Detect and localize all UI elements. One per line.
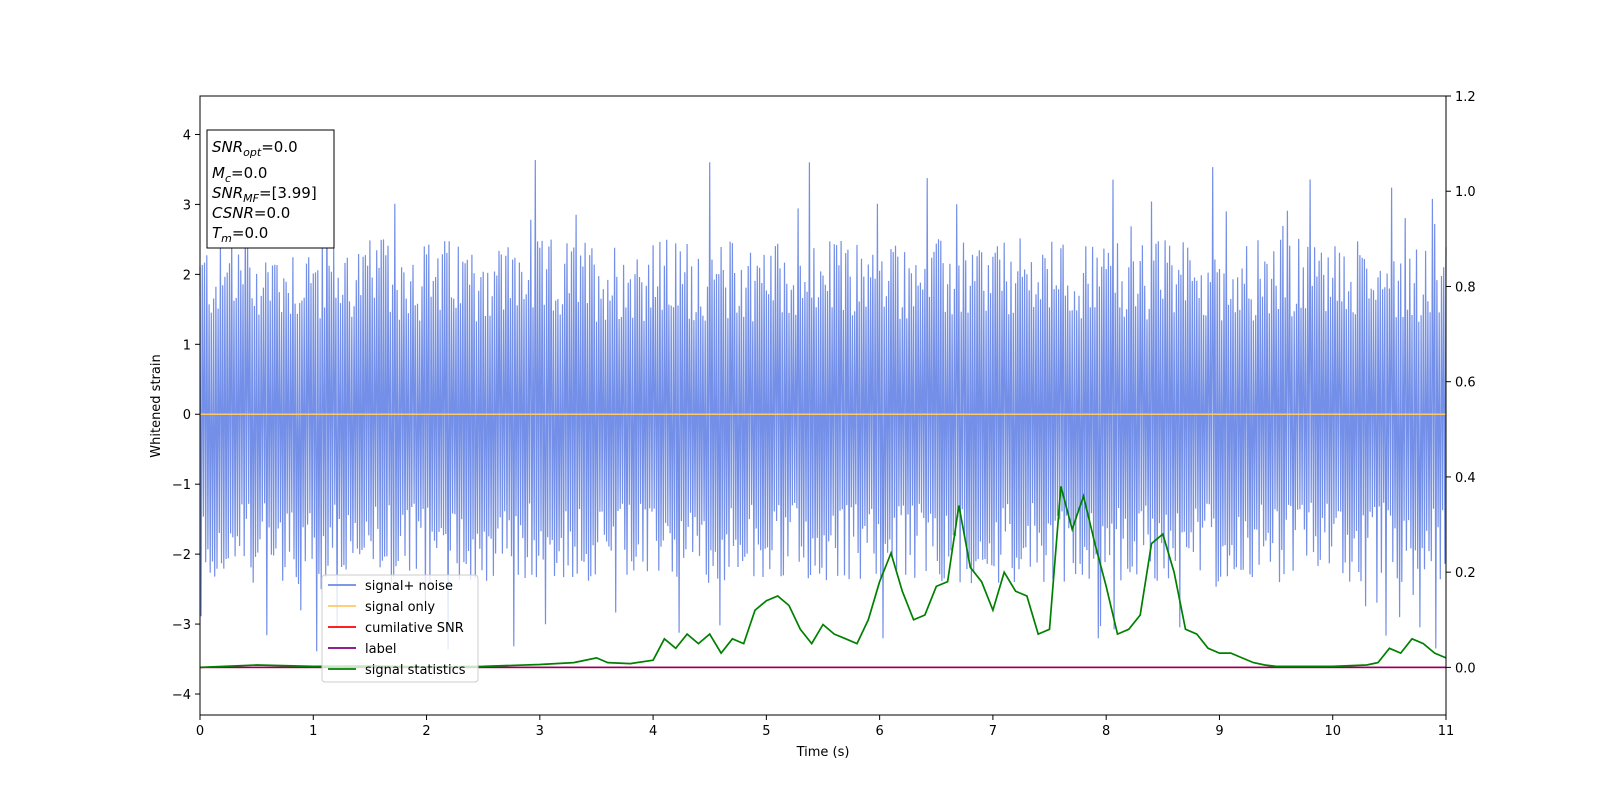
y2-tick-label: 0.8 (1455, 280, 1476, 295)
y-tick-label: −1 (172, 478, 191, 493)
y-tick-label: 3 (183, 198, 191, 213)
x-tick-label: 1 (309, 724, 317, 739)
legend-frame (321, 574, 479, 683)
legend: signal+ noise signal only cumilative SNR… (321, 574, 479, 683)
annotation-line-mc: Mc=0.0 (212, 164, 267, 185)
y-tick-group: −4 −3 −2 −1 0 1 2 3 4 (172, 128, 200, 703)
legend-label-signal-only: signal only (365, 600, 435, 615)
annotation-line-csnr: CSNR=0.0 (212, 204, 290, 222)
y2-tick-label: 0.6 (1455, 376, 1476, 391)
series-signal-statistics (199, 486, 1447, 669)
y2-tick-label: 0.4 (1455, 471, 1476, 486)
y2-tick-label: 0.2 (1455, 566, 1476, 581)
y-tick-label: 4 (183, 128, 191, 143)
y2-tick-label: 0.0 (1455, 661, 1476, 676)
legend-label-signal-statistics: signal statistics (365, 663, 466, 678)
x-tick-label: 0 (196, 724, 204, 739)
x-tick-label: 3 (536, 724, 544, 739)
x-tick-label: 11 (1438, 724, 1455, 739)
y2-tick-label: 1.2 (1455, 90, 1476, 105)
series-signal-noise (199, 159, 1447, 652)
x-tick-label: 8 (1102, 724, 1110, 739)
y2-tick-group: 0.0 0.2 0.4 0.6 0.8 1.0 1.2 (1446, 90, 1476, 676)
annotation-line-snr-opt: SNRopt=0.0 (212, 138, 298, 159)
annotation-box: SNRopt=0.0 Mc=0.0 SNRMF=[3.99] CSNR=0.0 … (206, 129, 335, 249)
legend-label-label: label (365, 642, 396, 657)
y-axis-label: Whitened strain (149, 354, 164, 457)
x-tick-label: 5 (762, 724, 770, 739)
x-tick-label: 10 (1324, 724, 1341, 739)
plot-frame (199, 95, 1447, 716)
annotation-line-snr-mf: SNRMF=[3.99] (212, 184, 317, 205)
y-tick-label: −4 (172, 688, 191, 703)
y2-tick-label: 1.0 (1455, 185, 1476, 200)
y-tick-label: 2 (183, 268, 191, 283)
y-tick-label: 1 (183, 338, 191, 353)
annotation-line-tm: Tm=0.0 (212, 224, 268, 245)
y-tick-label: −2 (172, 548, 191, 563)
noise-series-layer (199, 159, 1447, 652)
y-tick-label: 0 (183, 408, 191, 423)
x-tick-label: 7 (989, 724, 997, 739)
x-tick-label: 2 (422, 724, 430, 739)
annotation-frame (206, 129, 335, 249)
x-tick-label: 6 (875, 724, 883, 739)
x-tick-label: 4 (649, 724, 657, 739)
y-tick-label: −3 (172, 618, 191, 633)
legend-label-signal-noise: signal+ noise (365, 579, 453, 594)
x-tick-group: 0 1 2 3 4 5 6 7 8 9 10 11 (196, 715, 1454, 739)
x-tick-label: 9 (1215, 724, 1223, 739)
x-axis-label: Time (s) (796, 745, 850, 760)
legend-label-cumulative-snr: cumilative SNR (365, 621, 464, 636)
